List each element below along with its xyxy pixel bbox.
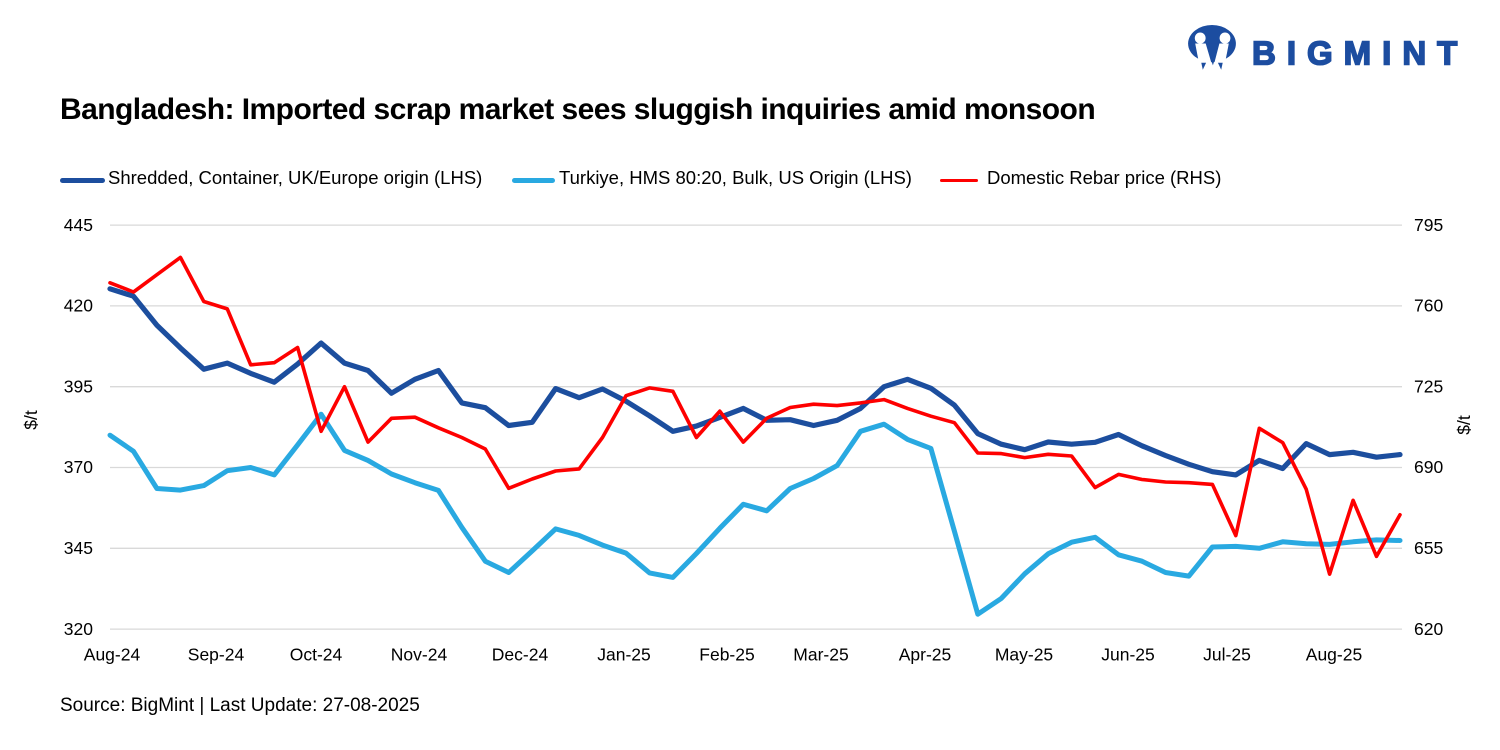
svg-text:345: 345 [64,538,93,558]
svg-text:420: 420 [64,296,93,316]
svg-text:320: 320 [64,619,93,639]
svg-text:Nov-24: Nov-24 [391,645,448,665]
svg-text:395: 395 [64,376,93,396]
svg-text:445: 445 [64,215,93,235]
svg-text:Apr-25: Apr-25 [899,645,952,665]
svg-text:795: 795 [1414,215,1443,235]
svg-text:620: 620 [1414,619,1443,639]
svg-text:$/t: $/t [21,410,41,430]
svg-text:Mar-25: Mar-25 [793,645,848,665]
svg-text:Aug-25: Aug-25 [1306,645,1362,665]
svg-text:Jul-25: Jul-25 [1203,645,1251,665]
svg-text:690: 690 [1414,457,1443,477]
svg-text:Aug-24: Aug-24 [84,645,141,665]
svg-text:BIGMINT: BIGMINT [1252,35,1468,72]
svg-text:760: 760 [1414,296,1443,316]
svg-text:$/t: $/t [1454,415,1474,435]
svg-text:725: 725 [1414,376,1443,396]
svg-text:Jan-25: Jan-25 [597,645,651,665]
svg-text:Jun-25: Jun-25 [1101,645,1155,665]
svg-text:Dec-24: Dec-24 [492,645,549,665]
svg-text:655: 655 [1414,538,1443,558]
svg-text:Sep-24: Sep-24 [188,645,245,665]
svg-text:Oct-24: Oct-24 [290,645,343,665]
svg-text:Feb-25: Feb-25 [699,645,754,665]
svg-text:370: 370 [64,457,93,477]
svg-text:May-25: May-25 [995,645,1053,665]
